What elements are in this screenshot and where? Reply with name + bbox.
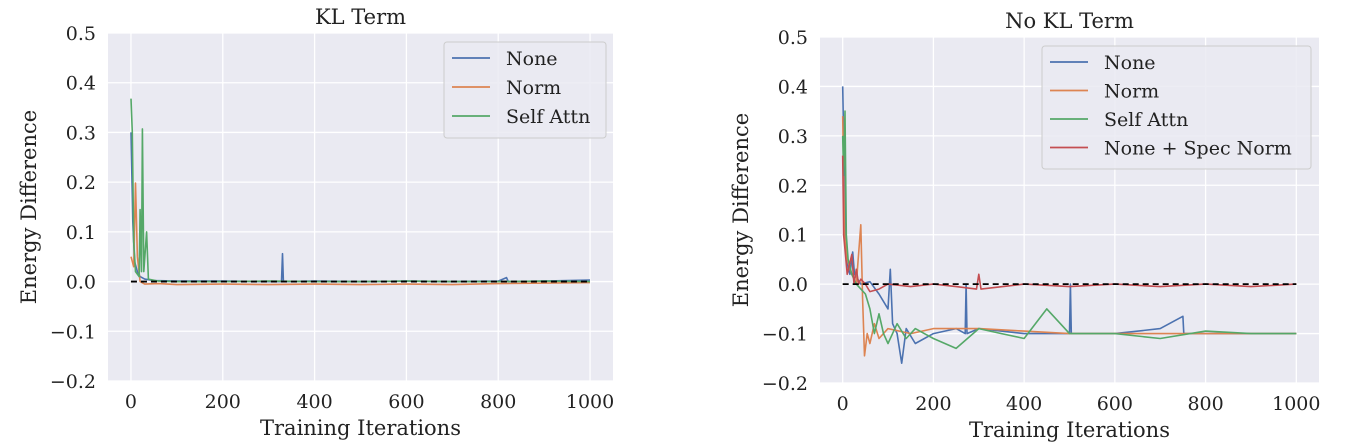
x-tick-label: 600 [1097, 393, 1133, 415]
chart-panel-1: 0 200 400 600 800 1000 −0.2 −0.1 0.0 0.1 0.2 0.3 0.4… [17, 5, 614, 440]
chart-title: No KL Term [1005, 9, 1134, 33]
legend-box [1041, 45, 1312, 170]
y-axis-label: Energy Difference [17, 110, 41, 304]
x-tick-label: 800 [480, 391, 516, 413]
legend-label: Self Attn [1104, 109, 1188, 131]
y-axis-label: Energy Difference [729, 113, 753, 307]
legend: None Norm Self Attn None + Spec Norm [1041, 45, 1312, 170]
legend-label: Norm [506, 77, 561, 99]
x-tick-label: 200 [205, 391, 241, 413]
x-tick-label: 600 [388, 391, 424, 413]
legend-label: Norm [1104, 81, 1159, 103]
x-axis-label: Training Iterations [260, 416, 461, 440]
series-line-2 [130, 182, 591, 286]
x-tick-label: 800 [1187, 393, 1223, 415]
x-tick-label: 400 [1006, 393, 1042, 415]
legend-label: None [1104, 52, 1156, 74]
y-tick-label: 0.4 [778, 76, 808, 98]
series-line-3 [130, 98, 591, 283]
y-tick-label: 0.5 [778, 27, 808, 49]
x-tick-label: 1000 [566, 391, 614, 413]
y-tick-label: 0.5 [66, 23, 96, 45]
x-tick-label: 0 [125, 391, 137, 413]
y-tick-label: 0.2 [778, 175, 808, 197]
legend-label: None [506, 48, 558, 70]
legend: None Norm Self Attn [443, 41, 607, 139]
y-tick-label: 0.1 [778, 225, 808, 247]
x-tick-label: 400 [296, 391, 332, 413]
legend-label: None + Spec Norm [1104, 138, 1292, 160]
x-tick-label: 1000 [1272, 393, 1320, 415]
y-tick-label: 0.2 [66, 172, 96, 194]
plot-area [841, 86, 1297, 364]
chart-title: KL Term [315, 5, 406, 29]
y-tick-label: 0.4 [66, 73, 96, 95]
y-tick-label: −0.2 [50, 371, 96, 393]
series-line-3 [841, 110, 1297, 350]
y-tick-label: −0.2 [762, 373, 808, 395]
y-tick-label: 0.3 [66, 122, 96, 144]
plot-area [130, 98, 591, 286]
y-tick-label: −0.1 [50, 321, 96, 343]
y-tick-label: 0.3 [778, 126, 808, 148]
y-tick-label: 0.1 [66, 222, 96, 244]
legend-box [443, 41, 607, 139]
legend-label: Self Attn [506, 106, 590, 128]
y-tick-label: −0.1 [762, 324, 808, 346]
x-tick-label: 0 [837, 393, 849, 415]
y-tick-label: 0.0 [778, 274, 808, 296]
y-tick-label: 0.0 [66, 272, 96, 294]
x-axis-label: Training Iterations [969, 418, 1170, 442]
x-tick-label: 200 [915, 393, 951, 415]
chart-panel-2: 0 200 400 600 800 1000 −0.2 −0.1 0.0 0.1 0.2 0.3 0.4… [729, 9, 1320, 442]
